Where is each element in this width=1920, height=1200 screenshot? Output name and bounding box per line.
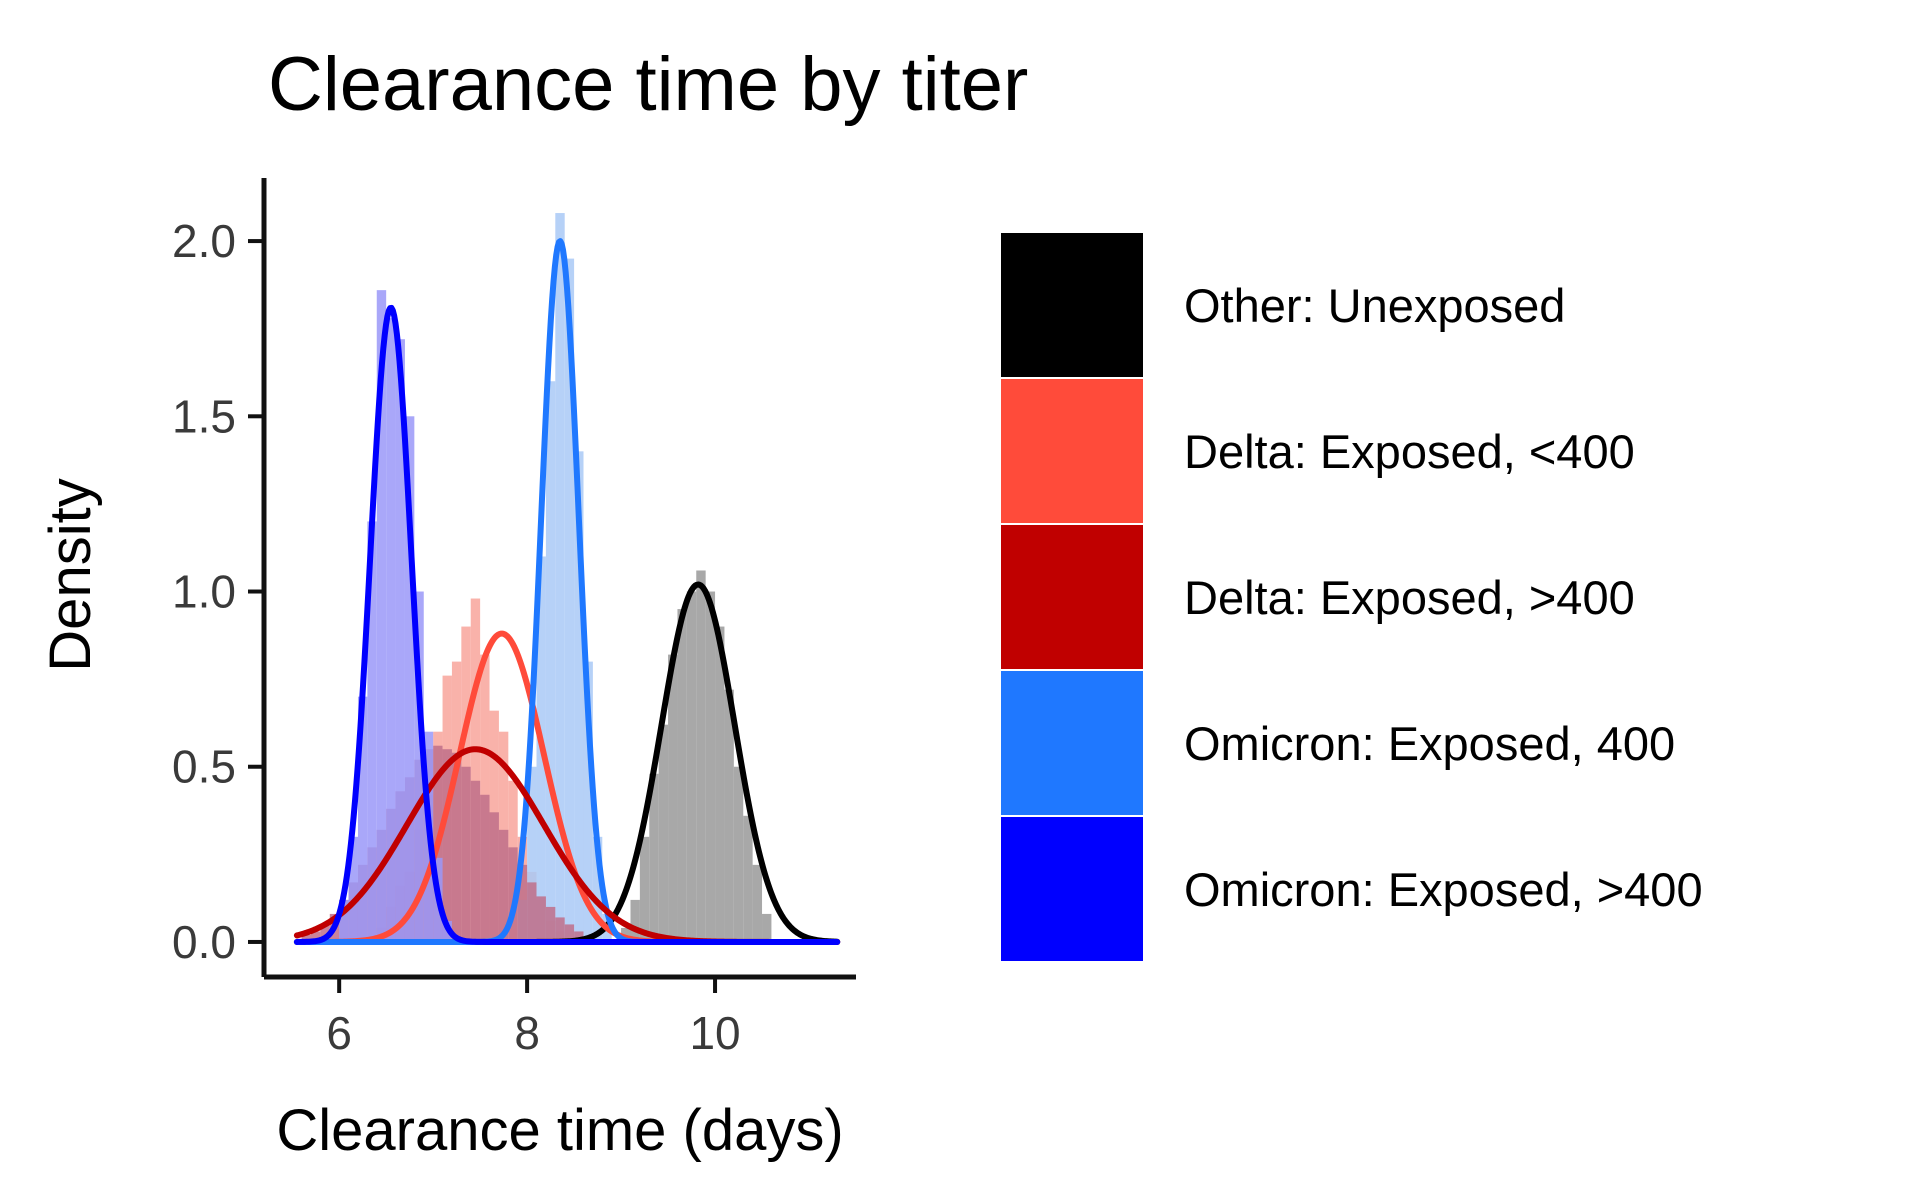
x-tick-label: 10 [689,1007,740,1059]
histogram-bar [470,780,481,942]
histogram-other-unexposed [621,570,772,942]
histogram-bar [451,752,462,942]
plot-area [293,213,841,945]
y-tick-label: 0.5 [172,741,236,793]
histogram-bar [686,591,697,942]
y-axis-ticks: 0.0 0.5 1.0 1.5 2.0 [172,215,264,968]
histogram-bar [752,864,763,942]
chart-title: Clearance time by titer [268,42,1028,127]
histogram-bar [527,766,537,942]
histogram-bar [564,258,575,942]
histogram-bar [367,521,377,942]
histogram-bar [583,661,593,942]
x-tick-label: 6 [326,1007,352,1059]
histogram-bar [762,913,772,942]
histogram-bar [498,829,509,942]
density-curve-omicron-exposed-400 [293,304,841,945]
y-tick-label: 1.0 [172,566,236,618]
histogram-bar [743,815,753,942]
y-axis-title: Density [38,478,103,671]
legend-key-delta-exposed-400 [999,377,1145,525]
histogram-bar [649,773,659,942]
histogram-bar [696,570,706,942]
legend-label-omicron-exposed-400: Omicron: Exposed, 400 [1184,717,1675,770]
histogram-bar [320,924,330,942]
histogram-bar [517,864,528,942]
legend-key-other-unexposed [999,231,1145,379]
histogram-bar [564,924,575,942]
histogram-bar [545,381,556,942]
histogram-bar [715,626,725,942]
x-axis-ticks: 6 8 10 [326,977,741,1059]
histogram-bar [404,416,415,942]
legend-key-omicron-exposed-400 [999,669,1145,817]
histogram-bar [668,654,678,942]
histogram-bar [395,339,405,942]
histogram-bar [677,609,687,942]
y-tick-label: 0.0 [172,916,236,968]
legend: Other: Unexposed Delta: Exposed, <400 Delt… [999,231,1703,963]
histogram-bar [357,696,368,942]
histogram-bar [555,917,565,942]
histogram-bar [414,591,424,942]
histogram-bar [555,213,565,942]
histogram-bar [489,812,499,942]
histogram-bar [705,591,716,942]
histogram-bar [442,749,452,942]
histogram-bar [348,836,358,942]
x-axis-title: Clearance time (days) [276,1098,843,1163]
histogram-bar [545,906,556,942]
y-tick-label: 2.0 [172,215,236,267]
legend-label-delta-exposed-400: Delta: Exposed, >400 [1184,571,1635,624]
histogram-bar [301,934,311,942]
histogram-bar [480,794,490,942]
histogram-bar [658,724,669,942]
legend-label-other-unexposed: Other: Unexposed [1184,279,1565,332]
histogram-bar [310,931,321,942]
histogram-bar [461,766,471,942]
histogram-bar [536,896,546,942]
legend-label-omicron-exposed-400: Omicron: Exposed, >400 [1184,863,1703,916]
histogram-bar [630,899,640,942]
histogram-bar [724,689,734,942]
histogram-bar [592,836,603,942]
histogram-bar [470,598,481,942]
histogram-bar [508,847,518,942]
histogram-bar [386,318,396,942]
legend-label-delta-exposed-400: Delta: Exposed, <400 [1184,425,1635,478]
legend-key-delta-exposed-400 [999,523,1145,671]
histogram-bar [339,899,349,942]
histogram-bar [574,931,584,942]
histogram-bar [733,766,744,942]
histogram-bar [527,882,537,942]
x-tick-label: 8 [514,1007,540,1059]
legend-key-omicron-exposed-400 [999,815,1145,963]
histogram-bar [574,451,584,942]
histogram-bar [376,290,387,942]
histogram-bar [639,836,650,942]
y-tick-label: 1.5 [172,390,236,442]
